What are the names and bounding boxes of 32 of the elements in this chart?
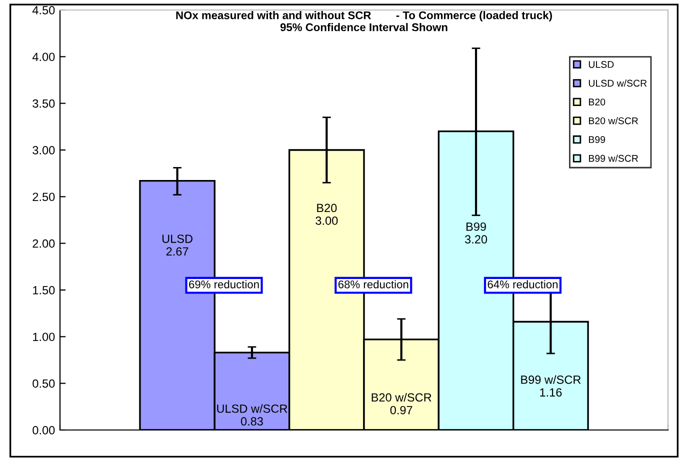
text: NOx measured with and without SCR - To Commerce (loaded truck) 95% Confidence Interval Shown: [176, 11, 552, 32]
y-tick-label: 3.00: [32, 146, 55, 154]
y-tick-label: 2.00: [32, 239, 55, 248]
data-label: 1.16: [540, 388, 562, 397]
annotation: 68% reduction: [338, 280, 408, 288]
text: B20: [317, 204, 337, 212]
text: B99: [466, 222, 486, 231]
annotation: 64% reduction: [488, 280, 558, 288]
text: ULSD w/SCR: [217, 404, 288, 413]
legend-label: B99 w/SCR: [589, 154, 638, 162]
y-tick-label: 0.50: [32, 379, 55, 388]
legend-label: B99: [589, 136, 606, 144]
legend-label: B20 w/SCR: [589, 117, 638, 124]
y-tick-label: 1.50: [33, 286, 55, 294]
y-tick-label: 4.50: [32, 6, 55, 14]
annotation: 69% reduction: [189, 280, 259, 288]
data-label: 3.20: [464, 235, 488, 244]
y-tick-label: 0.00: [32, 426, 55, 434]
text: B20 w/SCR: [372, 392, 432, 402]
data-label: 0.83: [240, 417, 263, 426]
data-label: 3.00: [316, 216, 338, 225]
data-label: 0.97: [390, 406, 412, 414]
y-tick-label: 2.50: [32, 192, 55, 202]
legend-label: ULSD w/SCR: [588, 80, 647, 87]
text: B99 w/SCR: [521, 375, 581, 384]
y-tick-label: 1.00: [33, 332, 55, 342]
legend-label: ULSD: [588, 61, 614, 68]
legend-label: B20: [589, 98, 606, 106]
y-tick-label: 3.50: [32, 99, 55, 108]
text: ULSD: [162, 234, 192, 243]
y-tick-label: 4.00: [32, 52, 55, 62]
data-label: 2.67: [166, 247, 188, 256]
